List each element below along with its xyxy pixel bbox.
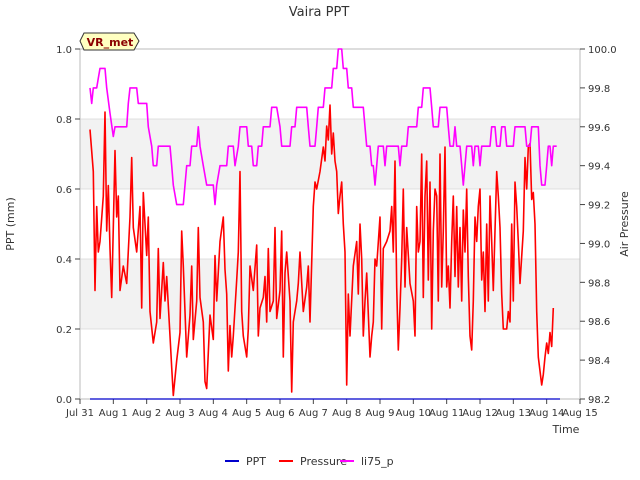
legend: PPT Pressure li75_p	[225, 455, 394, 468]
x-tick-label: Aug 2	[132, 408, 161, 419]
x-tick-label: Aug 5	[232, 408, 261, 419]
x-tick-label: Aug 8	[332, 408, 361, 419]
y-left-tick-label: 0.8	[56, 115, 72, 126]
station-tag-label: VR_met	[87, 36, 134, 49]
y-axis-left-label: PPT (mm)	[4, 197, 17, 251]
gridlines	[80, 48, 580, 400]
x-tick-label: Jul 31	[65, 408, 94, 419]
background-bands	[80, 119, 580, 329]
y-right-tick-label: 98.8	[588, 278, 610, 289]
y-right-tick-label: 98.4	[588, 356, 610, 367]
station-tag-box	[79, 32, 140, 51]
x-tick-label: Aug 7	[299, 408, 328, 419]
x-tick-label: Aug 4	[199, 408, 228, 419]
chart-title: Vaira PPT	[289, 5, 350, 20]
legend-label: PPT	[246, 455, 266, 468]
x-tick-label: Aug 11	[429, 408, 464, 419]
legend-label: li75_p	[361, 455, 394, 468]
y-right-tick-label: 99.2	[588, 201, 610, 212]
series-layer	[89, 48, 560, 400]
y-left-tick-label: 0.6	[56, 185, 72, 196]
series-line-li75-p	[89, 48, 557, 206]
station-tag: VR_met	[79, 32, 140, 51]
x-tick-label: Aug 10	[396, 408, 431, 419]
y-left-tick-label: 1.0	[56, 45, 72, 56]
x-tick-label: Aug 6	[265, 408, 294, 419]
y-right-tick-label: 99.6	[588, 123, 610, 134]
y-right-tick-label: 98.2	[588, 395, 610, 406]
y-left-tick-label: 0.0	[56, 395, 72, 406]
y-right-tick-label: 99.8	[588, 84, 610, 95]
x-tick-label: Aug 13	[496, 408, 531, 419]
y-axis-right-label: Air Pressure	[618, 191, 631, 257]
x-tick-label: Aug 3	[165, 408, 194, 419]
x-tick-label: Aug 9	[365, 408, 394, 419]
series-line-pressure	[89, 104, 555, 397]
x-tick-label: Aug 1	[99, 408, 128, 419]
y-right-tick-label: 99.0	[588, 239, 610, 250]
x-axis-label: Time	[552, 423, 580, 436]
x-tick-label: Aug 14	[529, 408, 564, 419]
y-left-tick-label: 0.4	[56, 255, 72, 266]
y-left-tick-label: 0.2	[56, 325, 72, 336]
y-right-tick-label: 100.0	[588, 45, 617, 56]
y-right-tick-label: 99.4	[588, 162, 610, 173]
x-tick-label: Aug 15	[562, 408, 597, 419]
x-tick-label: Aug 12	[462, 408, 497, 419]
background-band	[80, 259, 580, 329]
plot-frame	[79, 48, 581, 400]
y-right-tick-label: 98.6	[588, 317, 610, 328]
legend-label: Pressure	[300, 455, 347, 468]
